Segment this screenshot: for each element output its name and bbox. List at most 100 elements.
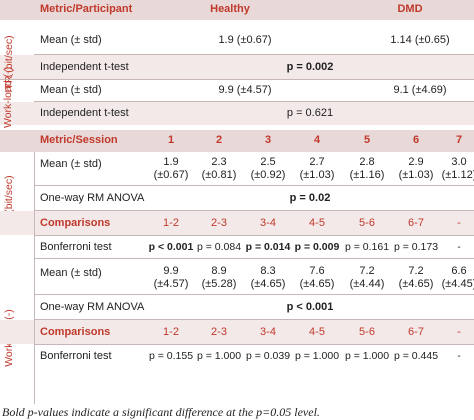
- divider: [34, 294, 474, 295]
- divider: [34, 258, 474, 259]
- table2-workload-mean-label: Mean (± std): [40, 267, 102, 279]
- table2-workload-mean: 9.9: [163, 265, 179, 277]
- table2-workload-bonferroni-p: -: [457, 350, 461, 362]
- divider: [34, 344, 474, 345]
- table2-itr-bonferroni-p: p = 0.014: [245, 241, 291, 253]
- table1-header-dmd: DMD: [397, 3, 423, 15]
- table2-workload-comparison: 5-6: [359, 326, 375, 338]
- table2-itr-mean: 2.9: [408, 156, 424, 168]
- table1-workload-test-label: Independent t-test: [40, 107, 129, 119]
- table2-session-header: 6: [412, 134, 420, 146]
- table2-workload-std: (±4.65): [398, 278, 434, 290]
- table2-workload-mean: 8.9: [211, 265, 227, 277]
- divider: [34, 152, 35, 404]
- table2-itr-bonferroni-p: p = 0.084: [196, 241, 242, 253]
- table2-itr-bonferroni-p: p = 0.009: [294, 241, 340, 253]
- table2-session-header: 5: [363, 134, 371, 146]
- table2-itr-comparison: 3-4: [260, 217, 276, 229]
- table2-itr-std: (±1.03): [299, 169, 335, 181]
- table2-workload-bonferroni-p: p = 1.000: [344, 350, 390, 362]
- table2-itr-comparison: 4-5: [309, 217, 325, 229]
- table2-itr-comparison: 6-7: [408, 217, 424, 229]
- table1-header-healthy: Healthy: [210, 3, 250, 15]
- table2-itr-std: (±0.67): [153, 169, 189, 181]
- table2-workload-comparison: 1-2: [163, 326, 179, 338]
- divider: [34, 210, 474, 211]
- table1-workload-p-value: p = 0.621: [286, 107, 334, 119]
- table2-session-header: 3: [264, 134, 272, 146]
- table2-itr-comparison: -: [457, 217, 461, 229]
- table2-workload-bonferroni-p: p = 1.000: [294, 350, 340, 362]
- table2-workload-anova-label: One-way RM ANOVA: [40, 301, 145, 313]
- table2-workload-mean: 7.2: [359, 265, 375, 277]
- table2-workload-mean: 6.6: [451, 265, 467, 277]
- table1-itr-test-band: [0, 55, 474, 79]
- table2-header-band: [0, 130, 474, 152]
- table1-itr-healthy-mean: 1.9 (±0.67): [218, 34, 272, 46]
- table2-workload-std: (±4.45): [441, 278, 474, 290]
- table2-session-header: 7: [455, 134, 463, 146]
- table2-workload-mean: 7.6: [309, 265, 325, 277]
- divider: [0, 79, 474, 80]
- table2-workload-bonferroni-p: p = 0.445: [393, 350, 439, 362]
- table2-itr-comparison: 5-6: [359, 217, 375, 229]
- table2-workload-anova-p: p < 0.001: [286, 301, 334, 313]
- table2-workload-bonferroni-p: p = 0.039: [245, 350, 291, 362]
- table2-itr-mean: 2.8: [359, 156, 375, 168]
- table2-itr-comparison: 1-2: [163, 217, 179, 229]
- table2-itr-mean: 2.5: [260, 156, 276, 168]
- table2-workload-std: (±4.44): [349, 278, 385, 290]
- table2-itr-anova-label: One-way RM ANOVA: [40, 192, 145, 204]
- table2-itr-mean-label: Mean (± std): [40, 158, 102, 170]
- table1-workload-dmd-mean: 9.1 (±4.69): [393, 84, 447, 96]
- table2-itr-std: (±0.81): [201, 169, 237, 181]
- divider: [34, 185, 474, 186]
- table2-session-header: 1: [167, 134, 175, 146]
- table2-workload-mean: 7.2: [408, 265, 424, 277]
- table2-workload-comparison: 3-4: [260, 326, 276, 338]
- table2-workload-mean: 8.3: [260, 265, 276, 277]
- table2-itr-bonferroni-p: p < 0.001: [148, 241, 194, 253]
- table2-itr-comparisons-band: [0, 211, 474, 235]
- table2-workload-comparison: 6-7: [408, 326, 424, 338]
- table2-workload-comparison: 2-3: [211, 326, 227, 338]
- table1-itr-test-label: Independent t-test: [40, 61, 129, 73]
- table2-itr-bonferroni-label: Bonferroni test: [40, 241, 112, 253]
- table1-header-band: [0, 0, 474, 20]
- table2-workload-std: (±4.57): [153, 278, 189, 290]
- table2-itr-comparison: 2-3: [211, 217, 227, 229]
- divider: [34, 101, 474, 102]
- table2-workload-bonferroni-p: p = 0.155: [148, 350, 194, 362]
- table2-itr-bonferroni-p: p = 0.173: [393, 241, 439, 253]
- table2-itr-mean: 1.9: [163, 156, 179, 168]
- divider: [34, 235, 474, 236]
- table2-itr-bonferroni-p: p = 0.161: [344, 241, 390, 253]
- table2-workload-comparisons-band: [0, 320, 474, 344]
- table2-workload-bonferroni-label: Bonferroni test: [40, 350, 112, 362]
- table2-workload-comparisons-label: Comparisons: [40, 326, 111, 338]
- table1-itr-p-value: p = 0.002: [286, 61, 334, 73]
- divider: [34, 54, 474, 55]
- table1-workload-test-band: [0, 102, 474, 125]
- table2-itr-mean: 2.7: [309, 156, 325, 168]
- table1-itr-mean-label: Mean (± std): [40, 34, 102, 46]
- table2-workload-comparison: -: [457, 326, 461, 338]
- table1-workload-healthy-mean: 9.9 (±4.57): [218, 84, 272, 96]
- table2-itr-std: (±0.92): [250, 169, 286, 181]
- table2-workload-comparison: 4-5: [309, 326, 325, 338]
- table2-itr-std: (±1.03): [398, 169, 434, 181]
- table2-workload-bonferroni-p: p = 1.000: [196, 350, 242, 362]
- footnote: Bold p-values indicate a significant dif…: [2, 405, 320, 419]
- table2-itr-std: (±1.16): [349, 169, 385, 181]
- table2-session-header: 2: [215, 134, 223, 146]
- table2-itr-anova-p: p = 0.02: [289, 192, 331, 204]
- table1-itr-dmd-mean: 1.14 (±0.65): [390, 34, 450, 46]
- table2-session-header: 4: [313, 134, 321, 146]
- table2-itr-bonferroni-p: -: [457, 241, 461, 253]
- table2-itr-std: (±1.12): [441, 169, 474, 181]
- table2-workload-std: (±4.65): [299, 278, 335, 290]
- table2-workload-std: (±4.65): [250, 278, 286, 290]
- table2-header-metric: Metric/Session: [40, 134, 118, 146]
- table2-itr-mean: 3.0: [451, 156, 467, 168]
- divider: [34, 319, 474, 320]
